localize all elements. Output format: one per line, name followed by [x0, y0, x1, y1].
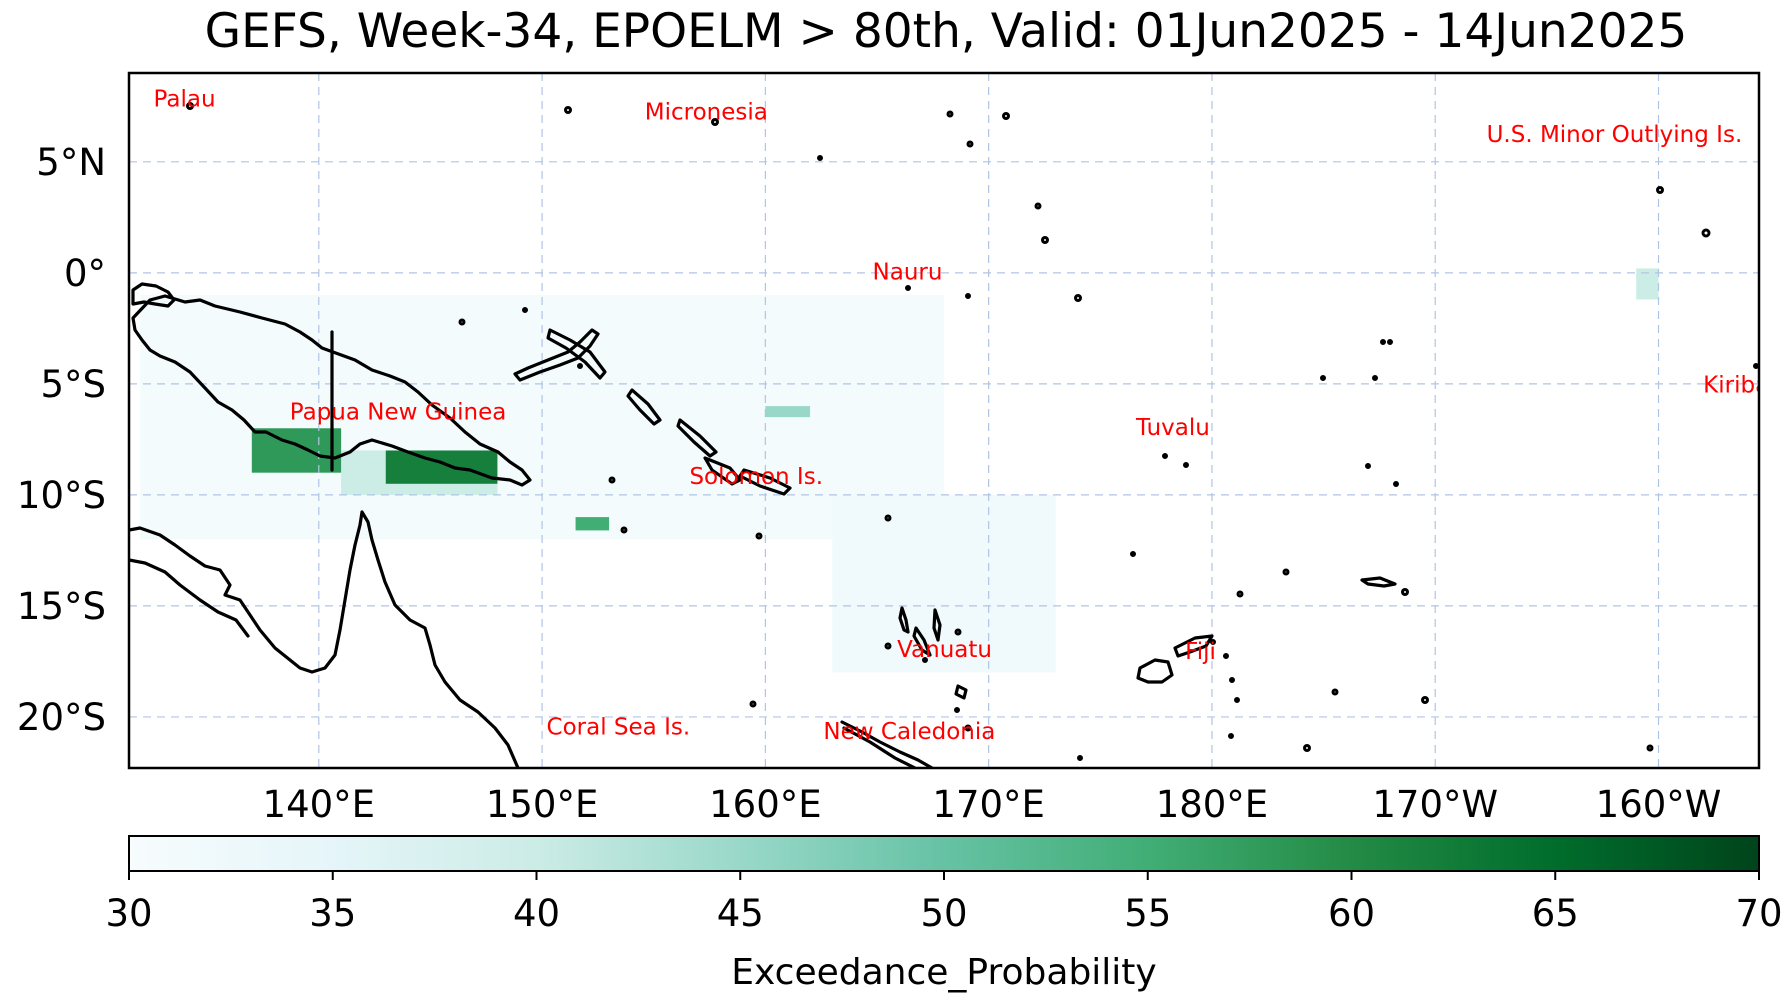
- coast-vanuatu-4: [954, 684, 968, 700]
- colorbar-tick-label: 60: [1328, 892, 1375, 935]
- map-frame: [127, 71, 1761, 770]
- coast-solomons-2: [738, 468, 792, 496]
- colorbar-tick-label: 40: [513, 892, 560, 935]
- place-label: Micronesia: [645, 100, 768, 126]
- coast-solomons-3: [703, 456, 742, 486]
- gridlines: [129, 73, 1759, 768]
- coast-fiji-viti-levu: [1136, 658, 1174, 684]
- coast-vanuatu-2: [912, 626, 932, 657]
- place-label: Vanuatu: [897, 637, 992, 663]
- place-label: U.S. Minor Outlying Is.: [1487, 122, 1743, 148]
- probability-cell: [251, 428, 342, 473]
- place-label: Solomon Is.: [689, 464, 823, 490]
- place-label: Palau: [154, 86, 216, 112]
- small-islands: [186, 102, 1759, 761]
- lon-tick-label: 160°W: [1596, 783, 1722, 826]
- colorbar-ticks: 30 35 40 45 50 55 60 65 70: [105, 871, 1783, 935]
- colorbar-tick-label: 70: [1735, 892, 1782, 935]
- place-label: Tuvalu: [1135, 415, 1210, 441]
- probability-cell: [385, 450, 498, 484]
- probability-cell: [575, 517, 610, 531]
- coast-new-guinea: [131, 294, 532, 487]
- map-title: GEFS, Week-34, EPOELM > 80th, Valid: 01J…: [205, 4, 1688, 59]
- probability-cell: [1636, 268, 1659, 300]
- coast-bird-head: [131, 282, 176, 308]
- colorbar: [128, 835, 1760, 872]
- coast-solomons-1: [676, 418, 718, 458]
- colorbar-tick-label: 30: [105, 892, 152, 935]
- lat-tick-label: 5°S: [40, 363, 106, 406]
- colorbar-tick-label: 35: [309, 892, 356, 935]
- coast-samoa: [1360, 576, 1397, 588]
- latitude-ticks: 5°N 0° 5°S 10°S 15°S 20°S: [17, 141, 106, 739]
- probability-cell: [765, 406, 811, 418]
- coast-new-britain: [513, 328, 600, 382]
- lon-tick-label: 160°E: [709, 783, 822, 826]
- coast-new-ireland: [546, 328, 607, 380]
- longitude-ticks: 140°E 150°E 160°E 170°E 180°E 170°W 160°W: [263, 783, 1722, 826]
- lat-tick-label: 15°S: [17, 585, 106, 628]
- lon-tick-label: 180°E: [1156, 783, 1269, 826]
- place-label: Papua New Guinea: [290, 399, 507, 425]
- colorbar-tick-label: 55: [1124, 892, 1171, 935]
- lat-tick-label: 0°: [64, 252, 106, 295]
- coast-new-caledonia-2: [842, 726, 917, 768]
- coast-fiji-vanua-levu: [1173, 634, 1214, 658]
- lon-tick-label: 170°E: [932, 783, 1045, 826]
- lat-tick-label: 10°S: [17, 474, 106, 517]
- colorbar-tick-label: 45: [717, 892, 764, 935]
- lon-tick-label: 150°E: [486, 783, 599, 826]
- coast-vanuatu-3: [932, 608, 942, 642]
- place-label: Coral Sea Is.: [547, 715, 691, 741]
- place-label: Fiji: [1185, 639, 1216, 665]
- lat-tick-label: 5°N: [36, 141, 106, 184]
- lat-tick-label: 20°S: [17, 696, 106, 739]
- probability-field: [140, 268, 1659, 673]
- lon-tick-label: 170°W: [1372, 783, 1498, 826]
- probability-cell: [832, 494, 1056, 673]
- colorbar-tick-label: 50: [920, 892, 967, 935]
- colorbar-tick-label: 65: [1532, 892, 1579, 935]
- coastlines: [129, 282, 1397, 768]
- place-label: Nauru: [873, 260, 943, 286]
- place-label: Kiribati: [1703, 373, 1784, 399]
- place-labels: Palau Micronesia U.S. Minor Outlying Is. Na…: [154, 86, 1784, 745]
- colorbar-label: Exceedance_Probability: [731, 952, 1156, 993]
- coast-australia: [129, 510, 520, 768]
- coast-new-caledonia: [840, 720, 934, 768]
- coast-aus-west: [129, 558, 250, 638]
- coast-vanuatu-1: [898, 606, 910, 634]
- coast-bougainville: [626, 388, 662, 426]
- place-label: New Caledonia: [823, 719, 995, 745]
- lon-tick-label: 140°E: [263, 783, 376, 826]
